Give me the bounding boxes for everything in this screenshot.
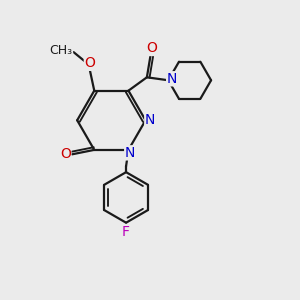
- Text: N: N: [145, 113, 155, 127]
- Text: CH₃: CH₃: [50, 44, 73, 57]
- Text: N: N: [125, 146, 135, 160]
- Text: F: F: [122, 225, 130, 238]
- Text: N: N: [167, 72, 177, 86]
- Text: O: O: [146, 41, 158, 56]
- Text: O: O: [60, 147, 71, 161]
- Text: O: O: [84, 56, 95, 70]
